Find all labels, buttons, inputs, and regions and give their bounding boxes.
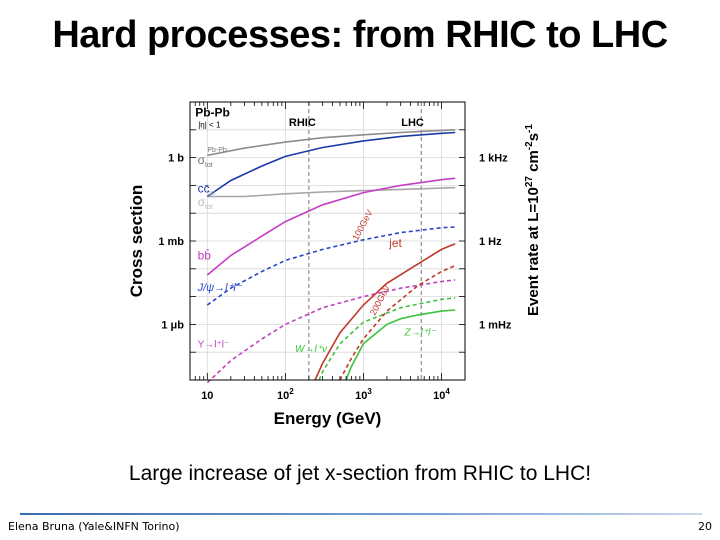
page-number: 20 bbox=[698, 520, 712, 533]
series-line-9 bbox=[339, 264, 456, 381]
series-line-1 bbox=[207, 186, 456, 198]
svg-text:σtot: σtot bbox=[198, 153, 213, 169]
label-upsilon: Υ→l⁺l⁻ bbox=[198, 339, 230, 350]
rhic-lhc-markers bbox=[308, 102, 422, 380]
series-layer bbox=[206, 129, 456, 384]
ticks-layer: 10 102 103 104 1 b 1 mb 1 μb 1 kHz 1 Hz 1 mHz bbox=[158, 101, 512, 402]
y-tick-label-right: 1 kHz bbox=[479, 153, 508, 165]
legend-pbpb: Pb-Pb bbox=[195, 106, 230, 120]
series-line-7 bbox=[345, 309, 456, 381]
label-z: Z→l⁺l⁻ bbox=[404, 327, 437, 338]
slide-caption: Large increase of jet x-section from RHI… bbox=[128, 462, 592, 485]
svg-text:pp: pp bbox=[207, 190, 215, 197]
lhc-label: LHC bbox=[401, 117, 424, 129]
y-tick-label-left: 1 b bbox=[168, 153, 184, 165]
y-tick-label-left: 1 μb bbox=[161, 319, 184, 331]
x-tick-label: 10 bbox=[201, 390, 213, 402]
series-line-3 bbox=[206, 177, 456, 276]
label-jpsi: J/ψ→l⁺l⁻ bbox=[197, 282, 243, 294]
y-axis-label-right: Event rate at L=1027 cm-2s-1 bbox=[524, 124, 542, 316]
cross-section-chart: 10 102 103 104 1 b 1 mb 1 μb 1 kHz 1 Hz 1 mHz Pb-… bbox=[118, 80, 590, 438]
label-jet: jet bbox=[388, 236, 402, 250]
x-tick-label: 103 bbox=[355, 387, 372, 402]
label-sigma-pp: σtot pp bbox=[198, 190, 216, 211]
footer-author: Elena Bruna (Yale&INFN Torino) bbox=[8, 520, 180, 533]
label-ccbar: cc̄ bbox=[198, 182, 210, 196]
series-line-6 bbox=[318, 297, 456, 381]
y-axis-label-left: Cross section bbox=[127, 185, 146, 297]
label-sigma-pbpb: σtot Pb-Pb bbox=[198, 147, 227, 169]
footer-rule bbox=[20, 513, 702, 515]
x-axis-label: Energy (GeV) bbox=[274, 409, 382, 428]
series-line-5 bbox=[206, 279, 456, 384]
label-w: W→l⁺ν bbox=[295, 344, 327, 355]
rhic-label: RHIC bbox=[289, 117, 316, 129]
svg-text:σtot: σtot bbox=[198, 195, 213, 211]
series-line-8 bbox=[314, 242, 456, 381]
series-line-2 bbox=[206, 131, 456, 198]
y-tick-label-left: 1 mb bbox=[158, 236, 184, 248]
chart-svg: 10 102 103 104 1 b 1 mb 1 μb 1 kHz 1 Hz 1 mHz Pb-… bbox=[127, 101, 542, 428]
svg-text:Pb-Pb: Pb-Pb bbox=[207, 147, 227, 154]
y-tick-label-right: 1 Hz bbox=[479, 236, 502, 248]
label-bbbar: bb̄ bbox=[198, 248, 212, 262]
y-tick-label-right: 1 mHz bbox=[479, 319, 512, 331]
slide-title: Hard processes: from RHIC to LHC bbox=[52, 14, 668, 56]
x-tick-label: 102 bbox=[277, 387, 294, 402]
legend-eta: |η| < 1 bbox=[198, 121, 221, 130]
series-line-0 bbox=[207, 129, 456, 157]
series-line-4 bbox=[206, 226, 456, 306]
x-tick-label: 104 bbox=[433, 387, 450, 402]
